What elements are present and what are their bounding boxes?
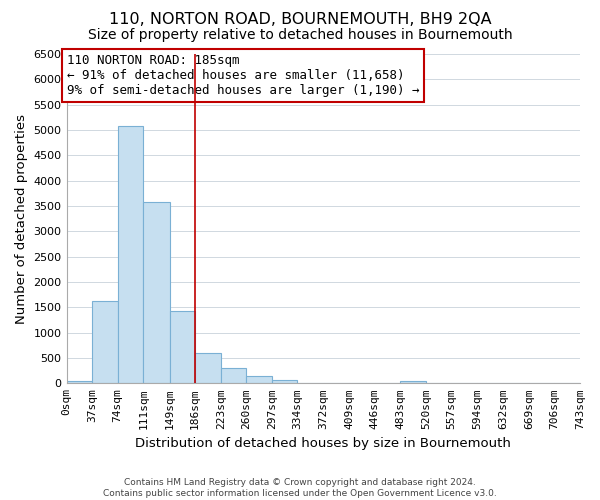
Bar [118, 126, 143, 384]
Text: Contains HM Land Registry data © Crown copyright and database right 2024.
Contai: Contains HM Land Registry data © Crown c… [103, 478, 497, 498]
Bar [92, 300, 118, 384]
Text: Size of property relative to detached houses in Bournemouth: Size of property relative to detached ho… [88, 28, 512, 42]
Text: 110 NORTON ROAD: 185sqm
← 91% of detached houses are smaller (11,658)
9% of semi: 110 NORTON ROAD: 185sqm ← 91% of detache… [67, 54, 419, 97]
Bar [246, 376, 272, 384]
Y-axis label: Number of detached properties: Number of detached properties [15, 114, 28, 324]
Bar [221, 368, 246, 384]
Bar [170, 311, 195, 384]
Bar [272, 380, 298, 384]
Bar [400, 380, 426, 384]
Bar [67, 380, 92, 384]
Bar [143, 202, 170, 384]
Text: 110, NORTON ROAD, BOURNEMOUTH, BH9 2QA: 110, NORTON ROAD, BOURNEMOUTH, BH9 2QA [109, 12, 491, 28]
Bar [195, 354, 221, 384]
X-axis label: Distribution of detached houses by size in Bournemouth: Distribution of detached houses by size … [136, 437, 511, 450]
